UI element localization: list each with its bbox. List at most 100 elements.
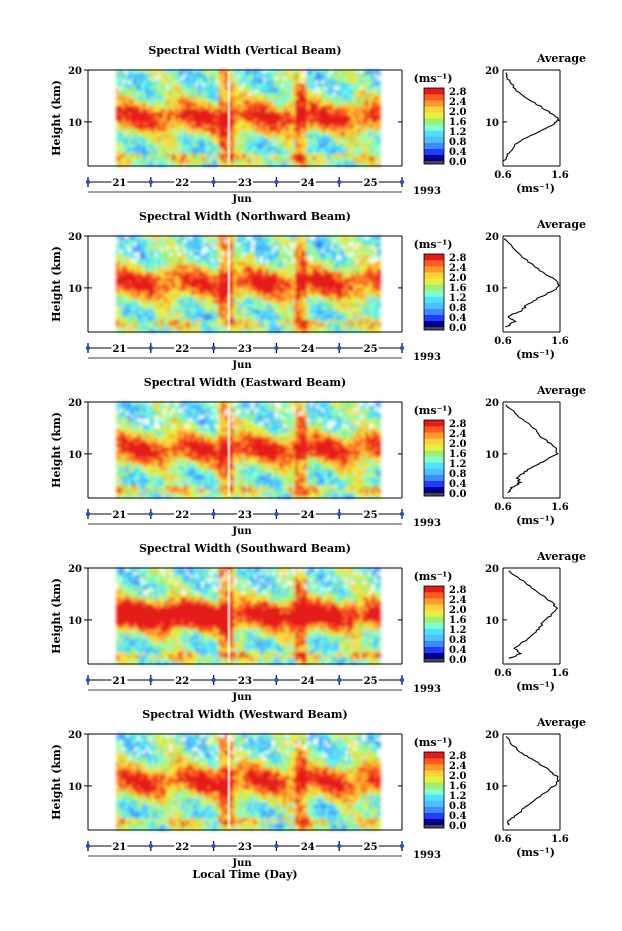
heatmap-cell (116, 303, 120, 307)
heatmap-cell (277, 86, 281, 90)
heatmap-cell (136, 137, 141, 141)
heatmap-cell (251, 146, 255, 151)
heatmap-cell (271, 95, 276, 100)
heatmap-cell (303, 146, 308, 151)
heatmap-cell (171, 322, 176, 327)
heatmap-cell (324, 156, 328, 161)
heatmap-cell (347, 146, 352, 151)
heatmap-cell (350, 303, 355, 307)
heatmap-cell (224, 325, 229, 330)
heatmap-cell (271, 102, 276, 106)
heatmap-cell (230, 328, 235, 333)
heatmap-cell (186, 156, 191, 161)
heatmap-cell (251, 156, 255, 161)
heatmap-cell (268, 76, 273, 81)
heatmap-cell (277, 92, 281, 97)
heatmap-cell (368, 316, 372, 320)
heatmap-cell (189, 146, 194, 151)
heatmap-cell (341, 309, 346, 314)
heatmap-cell (347, 309, 352, 314)
heatmap-cell (248, 95, 252, 100)
heatmap-cell (142, 70, 147, 74)
heatmap-cell (359, 95, 364, 100)
heatmap-cell (210, 108, 214, 113)
heatmap-cell (133, 328, 138, 333)
heatmap-cell (333, 98, 337, 103)
heatmap-cell (163, 108, 167, 113)
heatmap-cell (215, 303, 220, 307)
heatmap-cell (262, 319, 267, 323)
heatmap-cell (189, 322, 194, 327)
heatmap-cell (169, 89, 173, 93)
heatmap-cell (198, 111, 202, 116)
heatmap-cell (239, 121, 243, 125)
heatmap-cell (353, 70, 358, 74)
heatmap-cell (327, 137, 331, 141)
heatmap-cell (145, 114, 150, 119)
heatmap-cell (195, 143, 199, 148)
heatmap-cell (286, 111, 290, 116)
heatmap-cell (122, 312, 126, 317)
heatmap-cell (359, 306, 364, 311)
heatmap-cell (359, 290, 364, 295)
heatmap-cell (174, 143, 179, 148)
heatmap-cell (186, 146, 191, 151)
tick-label-bg (174, 176, 191, 187)
heatmap-cell (169, 79, 173, 84)
heatmap-cell (163, 82, 167, 87)
heatmap-cell (286, 76, 290, 81)
heatmap-cell (297, 114, 302, 119)
heatmap-cell (365, 293, 369, 298)
heatmap-cell (359, 150, 364, 154)
heatmap-cell (309, 114, 314, 119)
time-marker (337, 179, 342, 185)
heatmap-cell (195, 303, 199, 307)
heatmap-cell (297, 146, 302, 151)
heatmap-cell (271, 290, 276, 295)
heatmap-cell (336, 319, 340, 323)
heatmap-cell (174, 146, 179, 151)
heatmap-cell (122, 114, 126, 119)
heatmap-cell (377, 296, 381, 301)
heatmap-cell (321, 137, 325, 141)
heatmap-cell (212, 309, 217, 314)
heatmap-cell (341, 89, 346, 93)
heatmap-cell (274, 296, 279, 301)
heatmap-cell (204, 98, 208, 103)
heatmap-cell (116, 98, 120, 103)
heatmap-cell (377, 316, 381, 320)
heatmap-cell (259, 322, 264, 327)
heatmap-cell (359, 134, 364, 138)
heatmap-cell (315, 79, 320, 84)
heatmap-cell (277, 105, 281, 109)
heatmap-cell (230, 114, 235, 119)
heatmap-cell (177, 140, 182, 145)
heatmap-cell (127, 159, 132, 164)
heatmap-cell (157, 306, 161, 311)
heatmap-cell (374, 118, 378, 122)
heatmap-cell (148, 156, 153, 161)
heatmap-cell (139, 322, 144, 327)
heatmap-cell (210, 325, 214, 330)
heatmap-cell (306, 156, 311, 161)
heatmap-cell (212, 322, 217, 327)
heatmap-cell (374, 98, 378, 103)
heatmap-cell (359, 316, 364, 320)
heatmap-cell (295, 293, 299, 298)
heatmap-cell (286, 121, 290, 125)
heatmap-cell (353, 312, 358, 317)
heatmap-cell (207, 124, 211, 129)
heatmap-cell (368, 124, 372, 129)
heatmap-cell (295, 146, 299, 151)
heatmap-cell (180, 79, 185, 84)
heatmap-cell (166, 140, 170, 145)
heatmap-cell (119, 300, 123, 304)
heatmap-cell (171, 290, 176, 295)
heatmap-cell (333, 309, 337, 314)
heatmap-cell (230, 300, 235, 304)
heatmap-cell (189, 325, 194, 330)
heatmap-cell (368, 73, 372, 77)
heatmap-cell (338, 118, 343, 122)
heatmap-cell (341, 70, 346, 74)
heatmap-cell (371, 296, 375, 301)
